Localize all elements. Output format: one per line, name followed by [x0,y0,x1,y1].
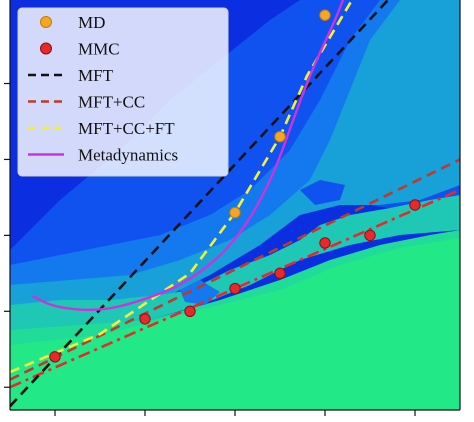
legend-box [17,7,229,177]
legend: MD MMC MFT MFT+CC MFT+CC+FT Metadynamics [17,7,229,177]
md-point [229,206,241,219]
mft-cc-ft-line [10,0,354,374]
contour-background [10,0,460,410]
mmc-point [364,229,376,242]
contour-band [10,238,460,410]
contour-band [10,0,460,320]
contour-band [300,180,345,205]
legend-label-mft: MFT [78,66,114,85]
mft-line [10,0,389,408]
md-point [274,130,286,143]
mft-cc-line [10,158,460,381]
dashdot-line [10,188,460,389]
metadynamics-line [31,0,345,312]
mmc-point [409,199,421,211]
contour-band [10,195,460,335]
series-layer [10,0,460,408]
mmc-point [49,351,61,363]
legend-marker-md [40,16,52,28]
mmc-point [229,282,241,295]
contour-band [10,0,460,300]
mmc-point [319,237,331,249]
legend-label-mft-cc: MFT+CC [78,93,145,112]
md-point [319,9,331,21]
legend-label-mft-cc-ft: MFT+CC+FT [78,119,175,138]
mmc-point [274,267,286,280]
legend-marker-mmc [40,42,52,55]
axes [4,0,461,416]
mmc-point [184,305,196,317]
legend-label-metadynamics: Metadynamics [78,146,178,165]
legend-label-mmc: MMC [78,40,120,59]
mmc-point [139,313,151,325]
legend-label-md: MD [78,13,105,32]
